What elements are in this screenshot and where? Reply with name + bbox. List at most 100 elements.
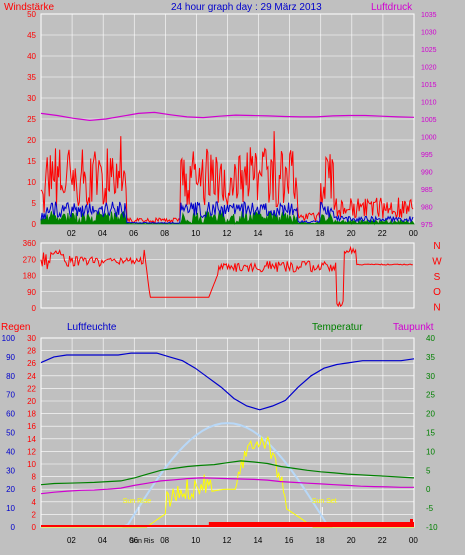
regen-tick-label: 0: [32, 523, 37, 532]
x-tick-label: 18: [316, 229, 325, 238]
temp-tick-label: 25: [426, 391, 435, 400]
humidity-tick-label: 60: [6, 410, 15, 419]
luftfeuchte-label: Luftfeuchte: [67, 322, 117, 333]
y-tick-label-left: 0: [32, 304, 37, 313]
regen-tick-label: 30: [27, 334, 36, 343]
regen-tick-label: 18: [27, 410, 36, 419]
temp-tick-label: 40: [426, 334, 435, 343]
regen-tick-label: 26: [27, 359, 36, 368]
x-tick-label: 16: [285, 536, 294, 545]
sunrise-label: Sun Rise: [123, 498, 152, 505]
direction-label: N: [433, 303, 440, 314]
temperature-series: [40, 460, 415, 486]
rain-series-spike: [410, 519, 413, 527]
wind-pressure-chart: 0510152025303540455097598098599099510001…: [27, 10, 437, 238]
regen-label: Regen: [1, 322, 30, 333]
humidity-tick-label: 10: [6, 504, 15, 513]
regen-tick-label: 12: [27, 447, 36, 456]
humidity-series: [40, 352, 415, 411]
x-tick-label: 00: [409, 536, 418, 545]
temp-tick-label: 10: [426, 447, 435, 456]
humidity-tick-label: 50: [6, 429, 15, 438]
x-tick-label: 08: [160, 229, 169, 238]
direction-label: O: [433, 287, 441, 298]
temp-tick-label: 20: [426, 410, 435, 419]
x-tick-label: 12: [222, 536, 231, 545]
temp-tick-label: 35: [426, 353, 435, 362]
x-tick-label: 06: [129, 229, 138, 238]
pressure-series: [40, 111, 415, 122]
x-tick-label: 16: [285, 229, 294, 238]
y-tick-label-right: 1025: [421, 47, 437, 54]
luftdruck-label: Luftdruck: [371, 2, 413, 13]
y-tick-label-right: 980: [421, 205, 433, 212]
regen-tick-label: 28: [27, 347, 36, 356]
y-tick-label-left: 30: [27, 94, 36, 103]
dewpoint-series: [40, 477, 414, 495]
y-tick-label-left: 180: [23, 272, 37, 281]
page-title: 24 hour graph day : 29 März 2013: [171, 2, 322, 13]
y-tick-label-left: 15: [27, 157, 36, 166]
humidity-tick-label: 70: [6, 391, 15, 400]
x-tick-label: 10: [191, 536, 200, 545]
y-tick-label-right: 1030: [421, 30, 437, 37]
x-tick-label: 06: [129, 536, 138, 545]
wind-gust-series: [40, 131, 414, 224]
y-tick-label-right: 975: [421, 222, 433, 229]
sunset-label: Sun Set: [312, 498, 337, 505]
regen-tick-label: 16: [27, 422, 36, 431]
x-tick-label: 14: [253, 536, 262, 545]
temperatur-label: Temperatur: [312, 322, 363, 333]
y-tick-label-right: 1015: [421, 82, 437, 89]
y-tick-label-left: 0: [32, 220, 37, 229]
y-tick-label-left: 10: [27, 178, 36, 187]
y-tick-label-right: 985: [421, 187, 433, 194]
x-tick-label: 22: [378, 536, 387, 545]
x-tick-label: 18: [316, 536, 325, 545]
y-tick-label-right: 990: [421, 170, 433, 177]
direction-label: S: [434, 272, 441, 283]
y-tick-label-left: 25: [27, 115, 36, 124]
y-tick-label-right: 1000: [421, 135, 437, 142]
temp-tick-label: -10: [426, 523, 438, 532]
humidity-tick-label: 30: [6, 466, 15, 475]
sunrise-bottom-label: Sun Ris: [129, 538, 154, 545]
rain-series-base: [41, 525, 228, 527]
y-tick-label-right: 1005: [421, 117, 437, 124]
y-tick-label-left: 45: [27, 31, 36, 40]
regen-tick-label: 10: [27, 460, 36, 469]
x-tick-label: 20: [347, 229, 356, 238]
x-tick-label: 02: [67, 536, 76, 545]
x-tick-label: 22: [378, 229, 387, 238]
direction-label: N: [433, 241, 440, 252]
wind-average-series: [40, 200, 414, 225]
windstaerke-label: Windstärke: [4, 2, 54, 13]
y-tick-label-left: 360: [23, 239, 37, 248]
y-tick-label-left: 270: [23, 255, 37, 264]
x-tick-label: 14: [253, 229, 262, 238]
wind-direction-series: [40, 245, 413, 308]
x-tick-label: 12: [222, 229, 231, 238]
x-tick-label: 10: [191, 229, 200, 238]
humidity-temperature-chart: 0246810121416182022242628300102030405060…: [2, 334, 438, 545]
regen-tick-label: 8: [32, 473, 37, 482]
direction-label: W: [432, 256, 442, 267]
temp-tick-label: 30: [426, 372, 435, 381]
rain-series-bar: [208, 522, 414, 527]
y-tick-label-left: 5: [32, 199, 37, 208]
regen-tick-label: 2: [32, 510, 37, 519]
temp-tick-label: 5: [426, 466, 431, 475]
humidity-tick-label: 20: [6, 485, 15, 494]
taupunkt-label: Taupunkt: [393, 322, 434, 333]
x-tick-label: 00: [409, 229, 418, 238]
regen-tick-label: 22: [27, 384, 36, 393]
temp-tick-label: 15: [426, 429, 435, 438]
regen-tick-label: 14: [27, 435, 36, 444]
regen-tick-label: 4: [32, 498, 37, 507]
y-tick-label-right: 1010: [421, 100, 437, 107]
y-tick-label-left: 90: [27, 288, 36, 297]
temp-tick-label: -5: [426, 504, 434, 513]
x-tick-label: 08: [160, 536, 169, 545]
